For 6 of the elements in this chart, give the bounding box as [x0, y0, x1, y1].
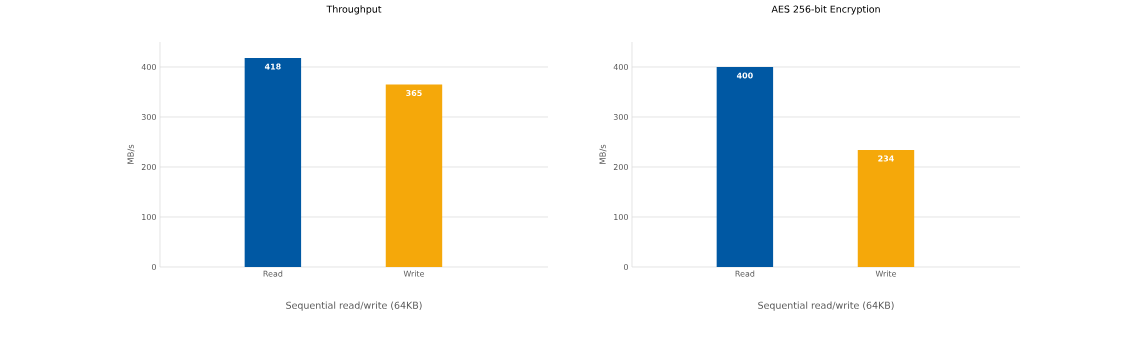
x-axis-title: Sequential read/write (64KB): [286, 301, 422, 311]
chart-title: Throughput: [326, 5, 382, 15]
chart-title: AES 256-bit Encryption: [771, 5, 880, 15]
y-axis-title: MB/s: [599, 144, 607, 164]
y-axis-title: MB/s: [127, 144, 135, 164]
x-axis-title: Sequential read/write (64KB): [758, 301, 894, 311]
